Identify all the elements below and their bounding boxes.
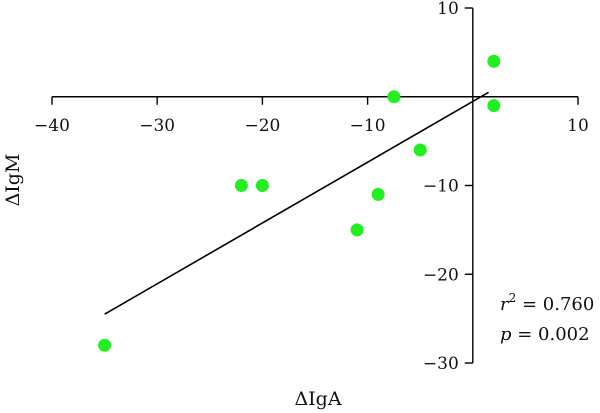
data-point	[487, 54, 501, 68]
y-tick-label: 10	[437, 0, 459, 19]
ticks: −40 −30 −20 −10 10 10 −10 −20 −30	[34, 0, 589, 374]
x-tick-label: −20	[244, 116, 280, 136]
data-point	[413, 143, 427, 157]
x-tick-label: 10	[567, 116, 589, 136]
regression-line	[104, 91, 489, 315]
x-axis-title: ΔIgA	[294, 388, 341, 410]
r-symbol: r	[500, 294, 510, 315]
p-value: = 0.002	[512, 324, 590, 345]
y-tick-label: −30	[423, 354, 459, 374]
x-tick-label: −10	[350, 116, 386, 136]
p-value-annotation: p = 0.002	[500, 324, 590, 345]
data-point	[255, 179, 269, 192]
y-tick-label: −20	[423, 265, 459, 285]
r-exponent: 2	[509, 291, 517, 305]
data-point	[98, 338, 112, 352]
p-symbol: p	[500, 324, 512, 345]
data-points	[98, 54, 501, 352]
data-point	[487, 99, 501, 113]
r-squared-annotation: r2 = 0.760	[500, 291, 594, 315]
data-point	[350, 223, 364, 237]
x-tick-label: −30	[139, 116, 175, 136]
data-point	[387, 90, 401, 104]
y-tick-label: −10	[423, 177, 459, 197]
data-point	[371, 187, 385, 201]
y-axis-title: ΔIgM	[2, 154, 24, 207]
data-point	[234, 179, 248, 192]
r-squared-value: = 0.760	[516, 294, 594, 315]
x-tick-label: −40	[34, 116, 70, 136]
